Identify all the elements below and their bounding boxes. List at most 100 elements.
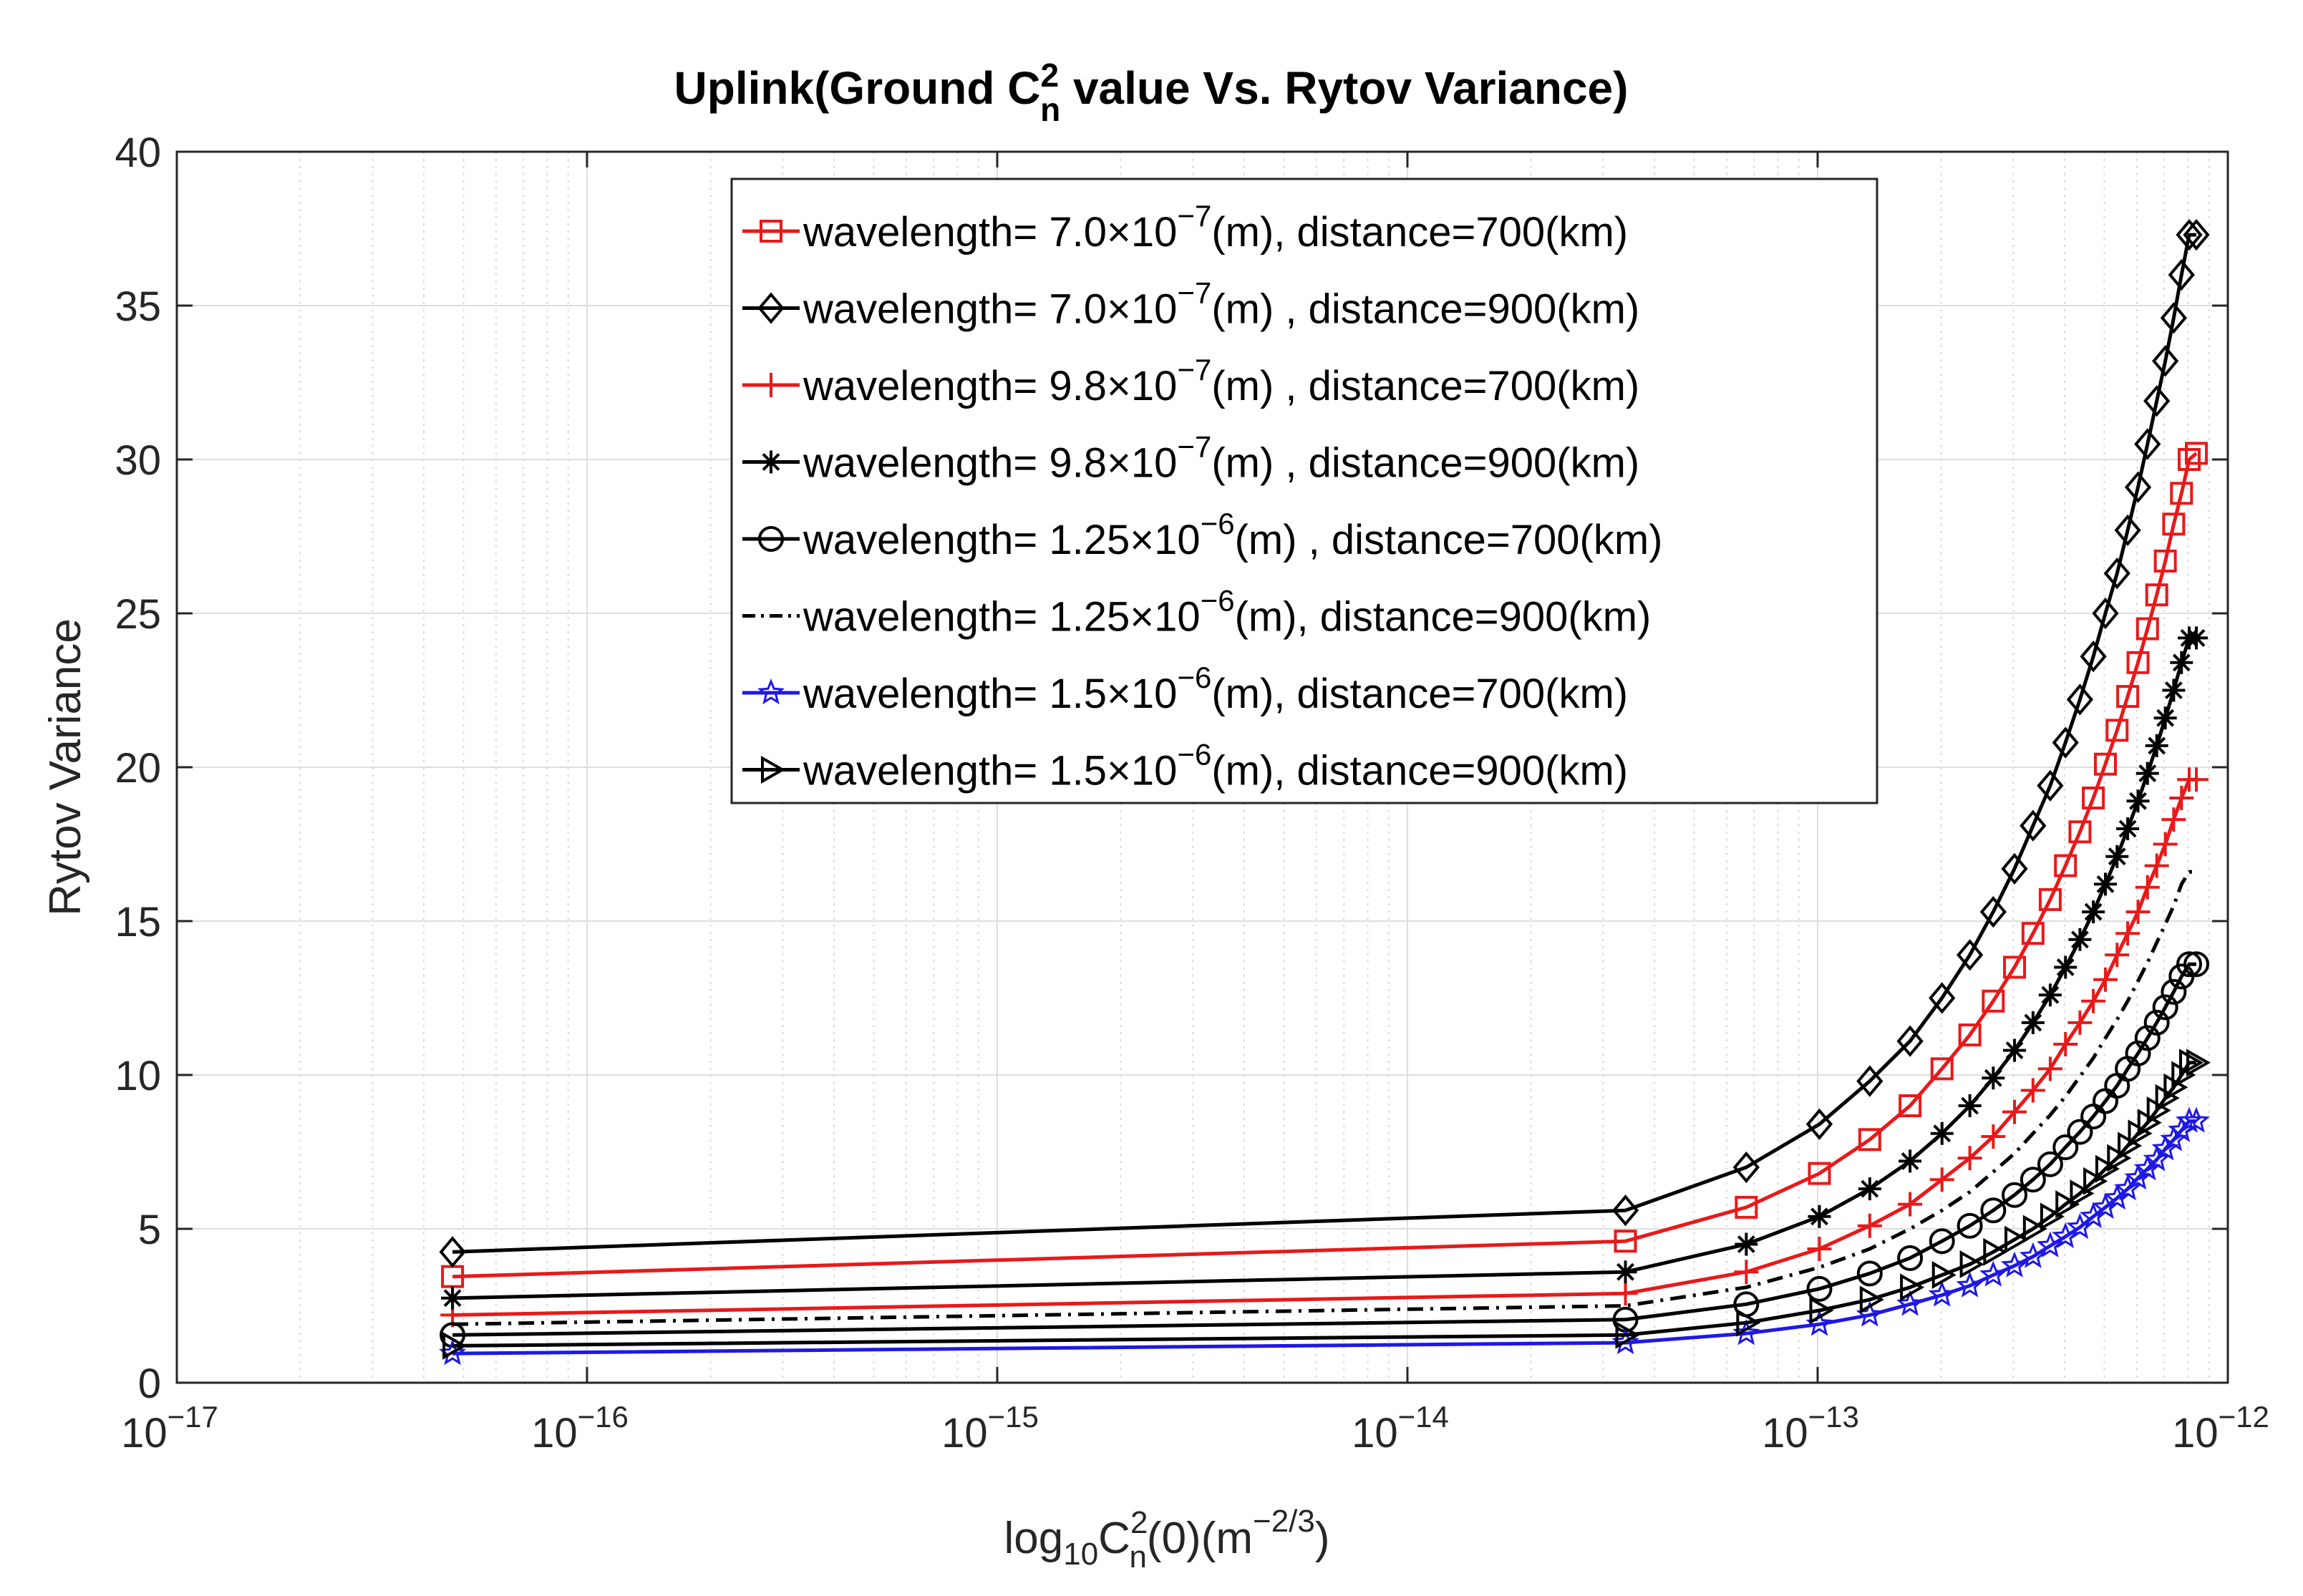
data-point xyxy=(1736,1308,1761,1337)
data-point xyxy=(2153,706,2177,730)
legend-label-text: (m), distance=700(km) xyxy=(1211,671,1628,717)
data-point xyxy=(2125,900,2151,925)
chart-title-prefix: Uplink(Ground C xyxy=(674,62,1041,114)
x-tick-label-exponent: −14 xyxy=(1398,1400,1449,1434)
legend-label-exponent: −7 xyxy=(1177,276,1211,310)
data-point xyxy=(2143,1009,2170,1036)
data-point xyxy=(1614,1260,1637,1284)
data-point xyxy=(2168,258,2195,291)
legend-label: wavelength= 1.25×10−6(m), distance=900(k… xyxy=(803,584,1651,641)
data-point xyxy=(1809,1296,1834,1325)
data-point xyxy=(2183,951,2210,978)
data-point xyxy=(2175,1106,2203,1133)
data-point xyxy=(1856,1260,1883,1287)
data-point xyxy=(2169,786,2194,810)
data-point xyxy=(2004,1225,2030,1254)
data-point xyxy=(2037,1056,2062,1081)
data-point xyxy=(2000,1251,2029,1278)
data-point xyxy=(1982,989,2005,1013)
data-point xyxy=(2037,769,2064,802)
data-point xyxy=(2162,512,2186,536)
data-point xyxy=(2036,1231,2064,1257)
legend-label-text: wavelength= 7.0×10 xyxy=(803,286,1177,333)
y-tick-label: 15 xyxy=(115,899,161,945)
data-point xyxy=(2143,1145,2171,1172)
legend-label-text: (m), distance=900(km) xyxy=(1235,594,1652,641)
y-tick-label: 35 xyxy=(115,283,161,330)
data-point xyxy=(2171,1061,2196,1089)
legend-marker xyxy=(760,450,782,474)
data-point xyxy=(2093,967,2118,992)
data-point xyxy=(1897,1245,1924,1271)
x-label-sup2: 2 xyxy=(1130,1505,1148,1540)
data-point xyxy=(2146,1096,2171,1124)
data-point xyxy=(2002,1099,2027,1124)
legend-label-exponent: −6 xyxy=(1177,738,1211,772)
data-point xyxy=(1805,1108,1833,1140)
y-tick-label: 40 xyxy=(115,130,161,176)
data-point xyxy=(2003,1038,2027,1062)
x-tick-label: 10−16 xyxy=(531,1400,629,1456)
data-point xyxy=(1732,1151,1760,1184)
legend-entry-4: wavelength= 9.8×10−7(m) , distance=900(k… xyxy=(742,430,1639,487)
legend-label-text: wavelength= 1.25×10 xyxy=(803,517,1201,563)
data-point xyxy=(1957,1146,1982,1171)
x-label-part4: ) xyxy=(1315,1514,1330,1563)
data-point xyxy=(2080,641,2107,673)
data-point xyxy=(2070,1179,2095,1207)
data-point xyxy=(2052,726,2079,759)
x-tick-label-exponent: −15 xyxy=(988,1400,1039,1434)
series-4 xyxy=(441,626,2209,1310)
legend-marker xyxy=(758,526,784,552)
data-point xyxy=(2091,1192,2120,1220)
data-point xyxy=(1928,1280,1956,1307)
data-point xyxy=(1896,1025,1924,1057)
data-point xyxy=(2152,345,2179,377)
chart-title-subscript: n xyxy=(1040,91,1060,128)
legend-label-exponent: −7 xyxy=(1177,430,1211,464)
data-point xyxy=(2105,719,2129,742)
data-point xyxy=(2020,1078,2045,1103)
y-tick-label: 5 xyxy=(138,1207,161,1253)
data-point xyxy=(2161,978,2187,1005)
data-point xyxy=(1735,1232,1758,1256)
data-point xyxy=(2105,943,2130,968)
data-point xyxy=(2163,1073,2188,1101)
data-point xyxy=(1959,1250,1984,1278)
data-point xyxy=(2067,1119,2093,1145)
data-point xyxy=(1856,1065,1883,1097)
data-point xyxy=(2082,900,2105,924)
data-point xyxy=(1735,1195,1758,1219)
data-point xyxy=(1957,939,1984,971)
data-point xyxy=(2053,1032,2078,1056)
data-point xyxy=(2152,994,2178,1021)
data-point xyxy=(2021,922,2045,945)
data-point xyxy=(441,1286,465,1310)
legend-label: wavelength= 9.8×10−7(m) , distance=900(k… xyxy=(803,430,1639,487)
data-point xyxy=(2052,1134,2079,1161)
x-tick-label-base: 10 xyxy=(941,1410,988,1456)
data-point xyxy=(1930,1121,1954,1145)
x-tick-label-base: 10 xyxy=(2172,1410,2219,1456)
legend-label-text: wavelength= 9.8×10 xyxy=(803,363,1177,409)
x-tick-label-base: 10 xyxy=(1352,1410,1398,1456)
data-point xyxy=(2037,1151,2063,1177)
data-point xyxy=(1982,1066,2005,1090)
x-tick-label: 10−14 xyxy=(1352,1400,1449,1456)
series-layer xyxy=(439,218,2211,1366)
data-point xyxy=(2176,218,2203,251)
data-point xyxy=(2161,807,2186,832)
data-point xyxy=(1957,1212,1983,1239)
legend-marker xyxy=(759,373,783,397)
data-point xyxy=(2055,1190,2080,1219)
data-point xyxy=(1808,1205,1831,1228)
legend-label-text: wavelength= 9.8×10 xyxy=(803,440,1177,487)
series-6 xyxy=(452,870,2196,1326)
x-label-sub2: n xyxy=(1129,1539,1146,1575)
x-axis-label: log10C2 n(0)(m−2/3) xyxy=(1004,1504,1329,1575)
data-point xyxy=(1979,895,2007,928)
data-point xyxy=(2081,988,2106,1013)
series-2 xyxy=(439,218,2210,1268)
data-point xyxy=(2153,549,2177,573)
data-point xyxy=(439,1236,466,1268)
